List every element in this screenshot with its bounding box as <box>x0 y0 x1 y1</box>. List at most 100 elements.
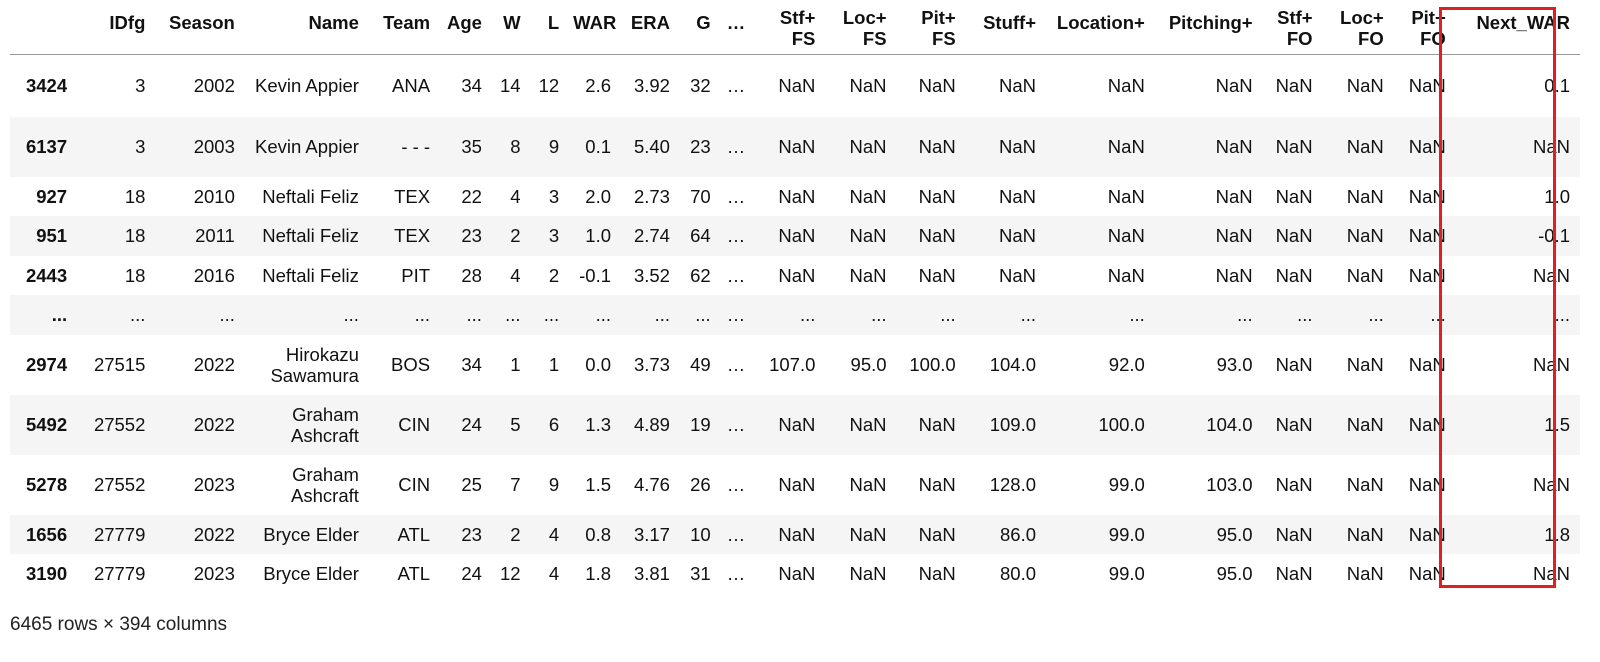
table-cell: 10 <box>690 523 711 545</box>
table-cell: 2016 <box>193 264 235 286</box>
table-cell: Kevin Appier <box>255 75 359 97</box>
table-cell: NaN <box>1408 185 1446 207</box>
table-cell: ... <box>595 304 612 326</box>
table-cell: 103.0 <box>1206 474 1253 495</box>
table-cell: 27552 <box>93 474 146 495</box>
table-cell: NaN <box>918 264 956 286</box>
table-cell: NaN <box>1346 354 1384 375</box>
table-row: 6137 3 2003 Kevin Appier - - - 35 8 9 0.1 5.40 23 …… <box>10 116 1580 177</box>
table-cell: Graham Ashcraft <box>291 463 359 506</box>
table-cell: ... <box>1368 304 1384 326</box>
column-header-w: W <box>491 4 531 55</box>
table-cell: NaN <box>1346 414 1384 435</box>
table-cell: Graham Ashcraft <box>291 403 359 446</box>
table-cell: 2.74 <box>633 225 670 247</box>
table-cell: ... <box>871 304 887 326</box>
table-cell: NaN <box>778 264 816 286</box>
table-cell: 1 <box>510 354 521 375</box>
table-body: 3424 3 2002 Kevin Appier ANA 34 14 12 2.6 3.92 32…… <box>10 55 1580 594</box>
row-index: 927 <box>36 185 68 207</box>
table-cell: 2023 <box>193 474 235 495</box>
table-cell: 2022 <box>193 354 235 375</box>
table-cell: 23 <box>461 225 482 247</box>
column-header-location-plus: Location+ <box>1046 4 1155 55</box>
column-header-pit-fs: Pit+ FS <box>896 4 966 55</box>
table-cell: NaN <box>1408 264 1446 286</box>
table-cell: 2003 <box>193 136 235 157</box>
table-cell: NaN <box>1408 354 1446 375</box>
table-cell: 2 <box>510 225 521 247</box>
table-cell: … <box>726 264 746 286</box>
table-cell: Neftali Feliz <box>262 225 359 247</box>
table-cell: 64 <box>690 225 711 247</box>
row-index: 951 <box>36 225 68 247</box>
table-cell: TEX <box>394 185 431 207</box>
table-cell: NaN <box>918 75 956 97</box>
table-cell: ... <box>1554 304 1570 326</box>
table-cell: ... <box>543 304 560 326</box>
table-cell: ... <box>129 304 146 326</box>
table-cell: 86.0 <box>1000 523 1037 545</box>
table-cell: NaN <box>1532 474 1570 495</box>
table-cell: NaN <box>1408 474 1446 495</box>
table-row: 3190 27779 2023 Bryce Elder ATL 24 12 4 1.8 3.81 3… <box>10 554 1580 594</box>
table-cell: 128.0 <box>989 474 1037 495</box>
table-cell: 8 <box>510 136 521 157</box>
table-cell: NaN <box>1346 225 1384 247</box>
table-cell: 14 <box>499 75 521 97</box>
table-cell: NaN <box>849 264 887 286</box>
table-cell: NaN <box>1275 185 1313 207</box>
table-cell: NaN <box>1346 185 1384 207</box>
table-cell: 24 <box>461 563 482 585</box>
table-cell: ... <box>1129 304 1145 326</box>
table-cell: 1 <box>548 354 560 375</box>
table-cell: 1.3 <box>585 414 612 435</box>
table-cell: 4 <box>548 523 560 545</box>
table-cell: NaN <box>999 136 1037 157</box>
table-cell: NaN <box>778 136 816 157</box>
table-cell: 0.1 <box>1544 75 1570 97</box>
table-cell: CIN <box>398 474 431 495</box>
table-row: 2443 18 2016 Neftali Feliz PIT 28 4 2 -0.1 3.52 62… <box>10 256 1580 296</box>
table-cell: PIT <box>401 264 431 286</box>
table-cell: 2.6 <box>585 75 612 97</box>
table-cell: 9 <box>548 474 560 495</box>
table-cell: 1.5 <box>1544 414 1570 435</box>
table-cell: … <box>726 414 746 435</box>
column-header-stf-fs: Stf+ FS <box>755 4 826 55</box>
table-cell: Kevin Appier <box>255 136 359 157</box>
table-cell: 6 <box>548 414 560 435</box>
table-cell: ... <box>1430 304 1446 326</box>
table-cell: 4.76 <box>633 474 670 495</box>
table-cell: … <box>726 523 746 545</box>
column-header-war: WAR <box>569 4 622 55</box>
table-cell: 2 <box>548 264 560 286</box>
table-cell: 104.0 <box>989 354 1037 375</box>
table-cell: 3.52 <box>633 264 670 286</box>
table-cell: CIN <box>398 414 431 435</box>
table-cell: Bryce Elder <box>263 523 359 545</box>
table-cell: 9 <box>548 136 560 157</box>
table-cell: NaN <box>1275 414 1313 435</box>
table-row: ................................. …......… <box>10 295 1580 335</box>
table-cell: 2 <box>510 523 521 545</box>
column-header-age: Age <box>440 4 492 55</box>
table-cell: NaN <box>849 414 887 435</box>
row-index: 3424 <box>25 75 68 97</box>
table-cell: NaN <box>1107 136 1145 157</box>
table-cell: 24 <box>461 414 482 435</box>
table-cell: 27552 <box>93 414 146 435</box>
table-cell: NaN <box>1408 75 1446 97</box>
table-cell: 3 <box>135 75 146 97</box>
table-cell: 99.0 <box>1108 523 1145 545</box>
table-cell: ... <box>695 304 711 326</box>
table-cell: ... <box>940 304 956 326</box>
table-cell: NaN <box>1107 75 1145 97</box>
table-cell: NaN <box>918 474 956 495</box>
table-cell: … <box>726 136 746 157</box>
row-index: ... <box>51 304 68 326</box>
table-cell: Hirokazu Sawamura <box>270 343 359 386</box>
table-cell: NaN <box>1346 264 1384 286</box>
table-cell: Neftali Feliz <box>262 264 359 286</box>
table-cell: NaN <box>1408 225 1446 247</box>
